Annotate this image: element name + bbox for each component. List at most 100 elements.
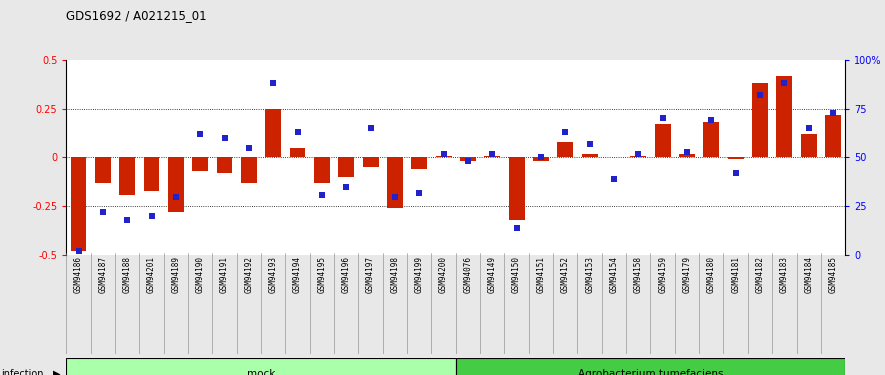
Point (704, 117, 719, 123)
Point (631, 151, 645, 157)
Point (169, 194, 183, 200)
Text: GSM94153: GSM94153 (585, 256, 594, 293)
Text: Agrobacterium tumefaciens: Agrobacterium tumefaciens (578, 369, 723, 375)
Bar (435, 156, 451, 158)
Bar (581, 154, 597, 158)
Text: GSM94150: GSM94150 (512, 256, 521, 293)
Text: GSM94189: GSM94189 (172, 256, 181, 293)
Text: GSM94184: GSM94184 (804, 256, 813, 293)
Text: GSM94195: GSM94195 (318, 256, 327, 293)
Point (607, 176, 621, 182)
Bar (95, 158, 111, 183)
Point (412, 190, 427, 196)
Point (656, 116, 670, 122)
Text: GSM94181: GSM94181 (731, 256, 740, 293)
Text: GSM94187: GSM94187 (98, 256, 107, 293)
Bar (412, 158, 427, 169)
Text: GSM94191: GSM94191 (220, 256, 229, 293)
Bar (509, 158, 525, 220)
Bar (217, 158, 233, 173)
Point (534, 154, 548, 160)
Text: GSM94152: GSM94152 (561, 256, 570, 293)
Text: GSM94182: GSM94182 (756, 256, 765, 293)
Point (753, 92, 767, 98)
Text: GDS1692 / A021215_01: GDS1692 / A021215_01 (66, 9, 207, 22)
Point (218, 135, 232, 141)
Point (777, 80, 791, 86)
Bar (168, 158, 184, 212)
Text: GSM94179: GSM94179 (682, 256, 691, 293)
Bar (314, 158, 330, 183)
Point (290, 129, 304, 135)
Point (339, 184, 353, 190)
Text: GSM94200: GSM94200 (439, 256, 448, 293)
Text: GSM94193: GSM94193 (269, 256, 278, 293)
Bar (289, 148, 305, 158)
Text: infection: infection (1, 369, 43, 375)
Text: GSM94186: GSM94186 (74, 256, 83, 293)
Text: GSM94199: GSM94199 (415, 256, 424, 293)
Text: GSM94192: GSM94192 (244, 256, 253, 293)
Point (120, 217, 135, 223)
Text: ▶: ▶ (53, 369, 60, 375)
Bar (241, 158, 257, 183)
Bar (630, 156, 646, 158)
Point (388, 194, 402, 200)
Bar (143, 158, 159, 190)
Point (266, 80, 281, 86)
Point (510, 225, 524, 231)
Text: GSM94198: GSM94198 (390, 256, 399, 293)
Text: GSM94180: GSM94180 (707, 256, 716, 293)
Bar (533, 158, 549, 161)
Point (436, 151, 450, 157)
Bar (387, 158, 403, 208)
Point (144, 213, 158, 219)
Text: GSM94196: GSM94196 (342, 256, 350, 293)
Bar (66, 358, 456, 375)
Point (242, 145, 256, 151)
Bar (679, 154, 695, 158)
Point (315, 192, 329, 198)
Bar (727, 158, 743, 159)
Bar (456, 358, 845, 375)
Text: GSM94185: GSM94185 (828, 256, 837, 293)
Point (193, 131, 207, 137)
Bar (192, 158, 208, 171)
Bar (558, 142, 573, 158)
Point (728, 170, 743, 176)
Text: GSM94159: GSM94159 (658, 256, 667, 293)
Point (364, 125, 378, 131)
Bar (363, 158, 379, 167)
Bar (71, 158, 87, 251)
Point (558, 129, 573, 135)
Point (826, 110, 840, 116)
Text: GSM94154: GSM94154 (610, 256, 619, 293)
Point (485, 151, 499, 157)
Bar (704, 122, 720, 158)
Text: GSM94183: GSM94183 (780, 256, 789, 293)
Bar (119, 158, 135, 195)
Point (461, 158, 475, 164)
Point (582, 141, 596, 147)
Point (96, 209, 110, 215)
Bar (825, 115, 841, 158)
Text: GSM94151: GSM94151 (536, 256, 545, 293)
Bar (266, 109, 281, 158)
Text: GSM94194: GSM94194 (293, 256, 302, 293)
Bar (338, 158, 354, 177)
Text: GSM94149: GSM94149 (488, 256, 496, 293)
Text: GSM94158: GSM94158 (634, 256, 643, 293)
Point (802, 125, 816, 131)
Point (680, 148, 694, 154)
Text: GSM94076: GSM94076 (464, 256, 473, 293)
Point (72, 248, 86, 254)
Text: GSM94190: GSM94190 (196, 256, 204, 293)
Text: mock: mock (247, 369, 275, 375)
Text: GSM94188: GSM94188 (123, 256, 132, 293)
Bar (460, 158, 476, 161)
Text: GSM94201: GSM94201 (147, 256, 156, 293)
Bar (776, 76, 792, 158)
Bar (484, 156, 500, 158)
Bar (655, 124, 671, 158)
Bar (752, 83, 768, 158)
